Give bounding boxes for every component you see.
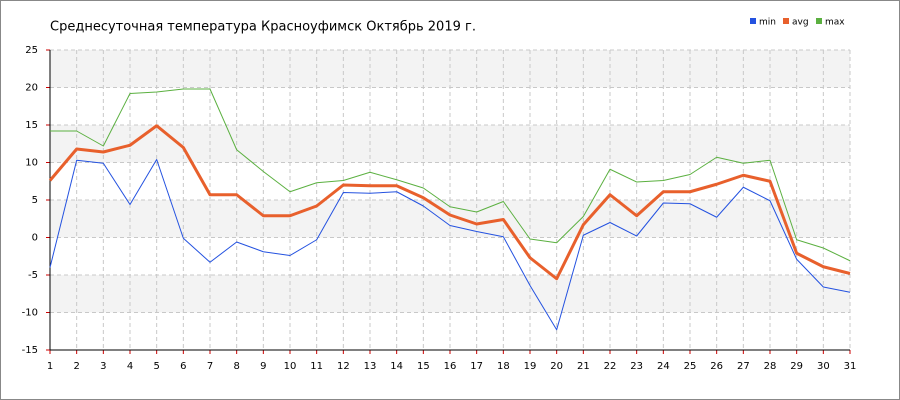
band: [50, 275, 850, 313]
series-line: [49, 159, 851, 331]
y-tick-label: 15: [25, 120, 38, 131]
x-tick-label: 22: [604, 361, 617, 372]
series-line: [50, 88, 851, 262]
x-tick-label: 6: [180, 361, 186, 372]
x-tick-label: 19: [524, 361, 537, 372]
legend-swatch: [783, 18, 789, 24]
x-tick-label: 5: [153, 361, 159, 372]
series-line: [48, 124, 851, 281]
x-tick-label: 3: [100, 361, 106, 372]
legend-label: avg: [792, 18, 809, 28]
x-tick-label: 14: [390, 361, 403, 372]
x-tick-label: 20: [550, 361, 563, 372]
x-tick-label: 16: [444, 361, 457, 372]
x-tick-label: 10: [284, 361, 297, 372]
y-tick-label: 20: [25, 83, 38, 94]
x-tick-label: 26: [710, 361, 723, 372]
y-tick-label: 0: [32, 233, 38, 244]
x-tick-label: 18: [497, 361, 510, 372]
x-tick-label: 1: [47, 361, 53, 372]
x-tick-label: 15: [417, 361, 430, 372]
x-tick-label: 27: [737, 361, 750, 372]
x-tick-label: 25: [684, 361, 697, 372]
legend-swatch: [816, 18, 822, 24]
x-tick-label: 24: [657, 361, 670, 372]
x-tick-label: 11: [310, 361, 323, 372]
y-tick-label: -15: [22, 345, 38, 356]
legend-label: max: [825, 18, 845, 28]
x-tick-label: 23: [630, 361, 643, 372]
x-tick-label: 9: [260, 361, 266, 372]
x-tick-label: 7: [207, 361, 213, 372]
x-tick-label: 17: [470, 361, 483, 372]
x-tick-label: 21: [577, 361, 590, 372]
x-tick-label: 31: [844, 361, 857, 372]
x-tick-label: 12: [337, 361, 350, 372]
legend-swatch: [750, 18, 756, 24]
y-tick-label: 10: [25, 158, 38, 169]
x-tick-label: 28: [764, 361, 777, 372]
chart-title: Среднесуточная температура Красноуфимск …: [50, 20, 476, 35]
y-tick-label: 25: [25, 45, 38, 56]
x-tick-label: 13: [364, 361, 377, 372]
x-tick-label: 8: [233, 361, 239, 372]
x-tick-label: 4: [127, 361, 133, 372]
y-tick-label: -5: [28, 270, 38, 281]
y-tick-label: -10: [22, 308, 38, 319]
x-tick-label: 29: [790, 361, 803, 372]
x-tick-label: 2: [73, 361, 79, 372]
x-tick-label: 30: [817, 361, 830, 372]
y-tick-label: 5: [32, 195, 38, 206]
legend-label: min: [759, 18, 776, 28]
